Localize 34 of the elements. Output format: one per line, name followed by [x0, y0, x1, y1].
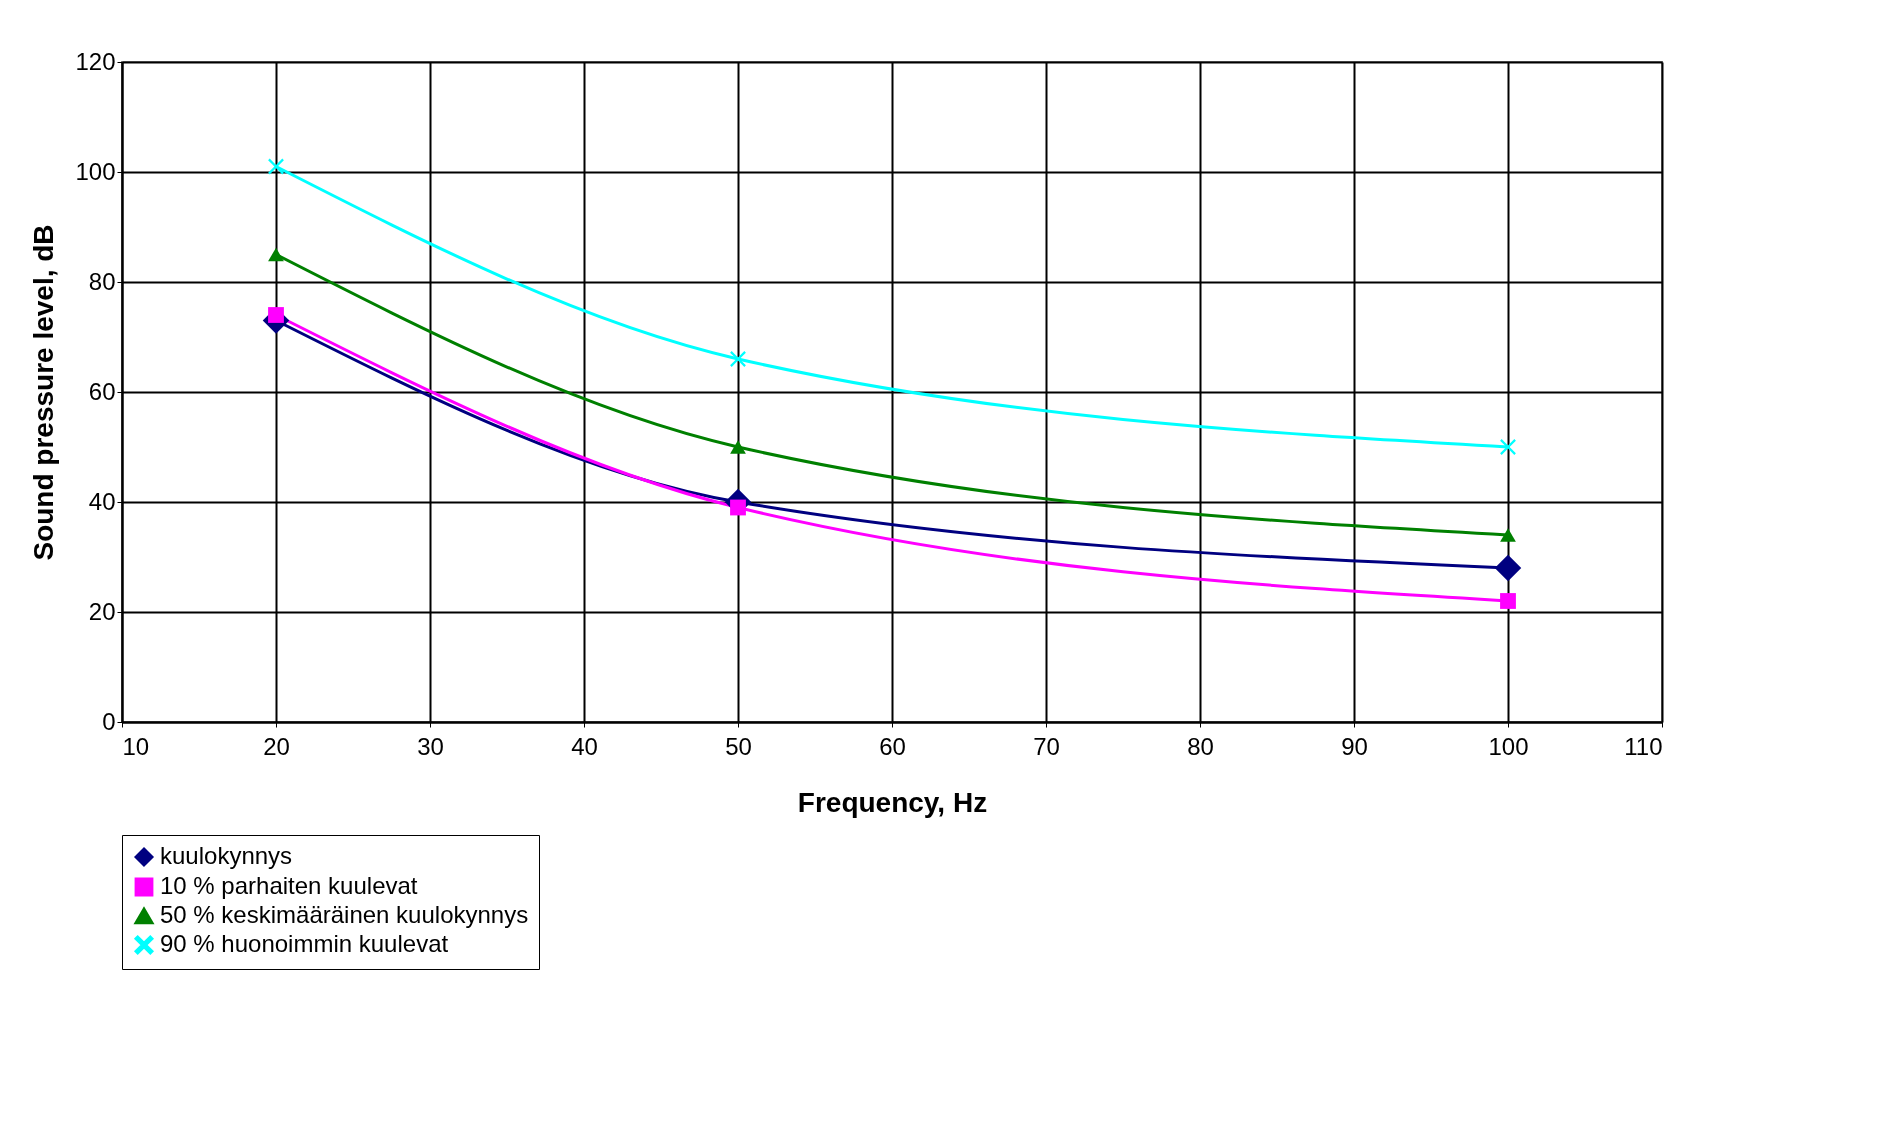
point — [1500, 528, 1516, 542]
x-tick-label: 80 — [1187, 732, 1214, 760]
x-tick-label: 20 — [263, 732, 290, 760]
x-tick-label: 70 — [1033, 732, 1060, 760]
x-axis-title: Frequency, Hz — [797, 786, 988, 818]
y-axis-title: Sound pressure level, dB — [28, 224, 60, 561]
point — [1500, 593, 1516, 609]
y-tick-label: 0 — [102, 707, 116, 735]
point — [268, 247, 284, 262]
x-tick-label: 40 — [571, 732, 598, 760]
point — [730, 351, 746, 367]
x-tick-label: 90 — [1341, 732, 1368, 760]
point — [268, 307, 284, 323]
y-tick-label: 20 — [88, 597, 116, 625]
x-tick-label: 50 — [725, 732, 752, 760]
x-tick-label: 10 — [122, 732, 150, 760]
y-tick-label: 80 — [88, 267, 116, 295]
y-tick-label: 120 — [75, 47, 116, 75]
x-tick-label: 100 — [1488, 732, 1529, 760]
legend-label: 10 % parhaiten kuulevat — [160, 872, 418, 899]
point — [268, 158, 284, 175]
legend-label: 50 % keskimääräinen kuulokynnys — [160, 901, 529, 928]
x-tick-label: 30 — [417, 732, 444, 760]
point — [730, 499, 746, 516]
point — [1500, 439, 1516, 455]
point — [730, 440, 746, 454]
x-tick-label: 110 — [1624, 732, 1663, 760]
y-tick-label: 100 — [75, 157, 116, 185]
legend-label: kuulokynnys — [160, 842, 293, 869]
y-tick-label: 60 — [88, 377, 116, 405]
y-tick-label: 40 — [88, 487, 116, 515]
x-tick-label: 60 — [879, 732, 906, 760]
legend-label: 90 % huonoimmin kuulevat — [160, 930, 449, 957]
point — [1494, 554, 1522, 582]
